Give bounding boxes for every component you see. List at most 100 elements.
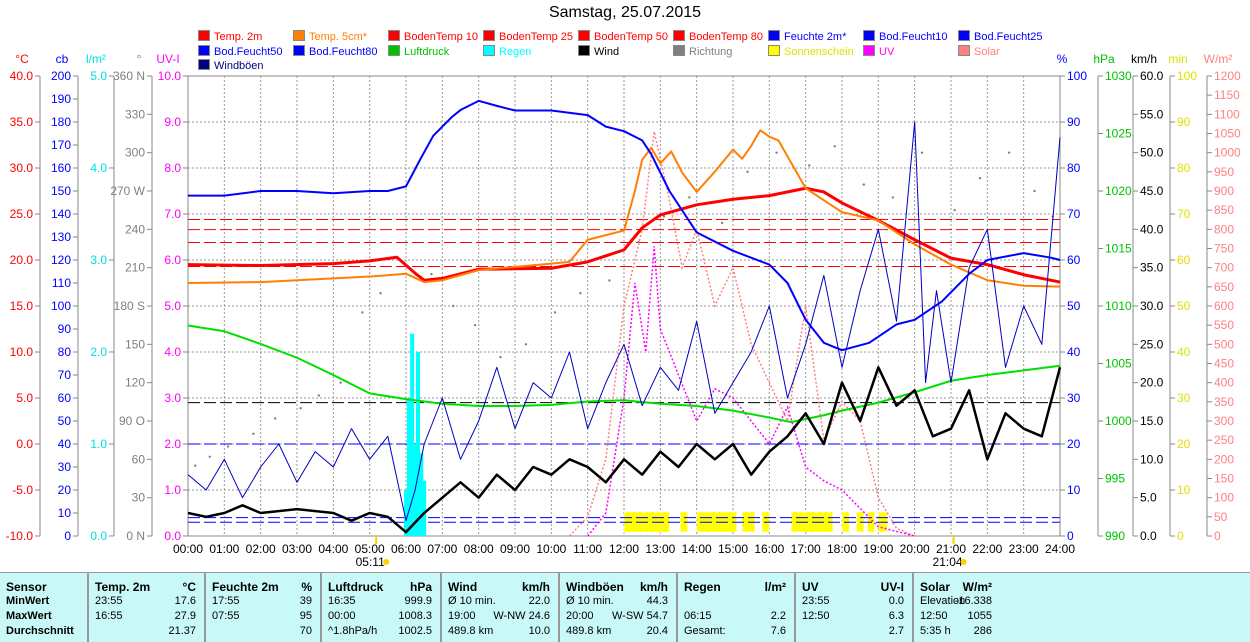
axis-tick-label: 1025: [1105, 127, 1132, 141]
sunset-label: 21:04: [933, 555, 963, 569]
axis-tick-label: 9.0: [164, 115, 181, 129]
stats-cell: hPa: [409, 580, 432, 594]
direction-dot: [430, 272, 433, 276]
axis-unit-label: km/h: [1131, 52, 1157, 66]
axis-tick-label: 350: [1214, 395, 1234, 409]
axis-unit-label: UV-I: [156, 52, 179, 66]
legend-item: Temp. 2m: [198, 30, 262, 43]
legend-label: Temp. 2m: [214, 31, 263, 43]
axis-tick-label: 90: [1177, 115, 1191, 129]
direction-dot: [608, 279, 611, 282]
stats-cell: Temp. 2m: [95, 580, 151, 594]
axis-tick-label: 70: [1067, 207, 1081, 221]
legend-item: Bod.Feucht10: [863, 30, 948, 43]
axis-tick-label: 40: [58, 437, 72, 451]
axis-tick-label: 50: [58, 414, 72, 428]
axis-tick-label: 60: [1177, 253, 1191, 267]
stats-header: Feuchte 2m%: [212, 580, 312, 595]
stats-cell: Ø 10 min.: [448, 595, 496, 607]
direction-dot: [1007, 151, 1011, 154]
stats-header: Windböen km/h: [566, 580, 668, 595]
stats-cell: 1055: [967, 610, 992, 622]
stats-cell: W/m²: [962, 580, 992, 594]
legend-swatch: [768, 44, 780, 56]
axis-tick-label: 120: [125, 376, 145, 390]
axis-tick-label: 1.0: [164, 483, 181, 497]
x-tick-label: 18:00: [827, 542, 857, 556]
legend-item: Bod.Feucht80: [293, 44, 378, 58]
stats-cell: Ø 10 min.: [566, 595, 614, 607]
axis-unit-label: l/m²: [86, 52, 106, 66]
axis-tick-label: 35.0: [10, 115, 34, 129]
axis-tick-label: 650: [1214, 280, 1234, 294]
legend-item: Bod.Feucht50: [198, 44, 283, 58]
axis-tick-label: 60: [58, 391, 72, 405]
stats-cell: 6.3: [888, 610, 904, 622]
stats-cell: Gesamt:: [684, 625, 726, 637]
legend-swatch: [863, 44, 875, 56]
axis-tick-label: 360 N: [113, 69, 145, 83]
axis-tick-label: 1000: [1214, 146, 1241, 160]
axis-tick-label: 20.0: [10, 253, 34, 267]
legend-label: Luftdruck: [404, 45, 450, 58]
stats-cell: 5:35 h: [920, 625, 951, 637]
axis-tick-label: 50: [1067, 299, 1081, 313]
stats-header: UV UV-I: [802, 580, 904, 595]
direction-dot: [339, 381, 342, 384]
x-tick-label: 13:00: [645, 542, 675, 556]
legend-label: Feuchte 2m*: [784, 31, 847, 43]
stats-cell: 16:55: [95, 610, 123, 622]
axis-tick-label: -10.0: [6, 529, 34, 543]
direction-dot: [553, 311, 557, 314]
legend-item: Solar: [958, 44, 1000, 58]
stats-cell: Elevation: [920, 595, 966, 607]
stats-cell: 27.9: [174, 610, 196, 622]
stats-block: Temp. 2m °C 23:55 17.6 16:55 27.9 21.37: [89, 573, 206, 642]
direction-dot: [862, 183, 865, 186]
x-tick-label: 08:00: [464, 542, 494, 556]
axis-tick-label: 60: [1067, 253, 1081, 267]
x-tick-label: 14:00: [682, 542, 712, 556]
legend-swatch: [198, 44, 210, 56]
direction-dot: [953, 208, 956, 212]
axis-tick-label: 0: [1177, 529, 1184, 543]
stats-header: Solar W/m²: [920, 580, 992, 595]
x-tick-label: 06:00: [391, 542, 421, 556]
stats-row: [684, 595, 786, 610]
axis-tick-label: 40: [1177, 345, 1191, 359]
axis-tick-label: 170: [51, 138, 71, 152]
rain-bar: [419, 453, 424, 536]
legend-item: Wind: [578, 44, 619, 58]
axis-tick-label: 1020: [1105, 184, 1132, 198]
stats-row: 20:00 W-SW 54.7: [566, 610, 668, 625]
axis-tick-label: 450: [1214, 357, 1234, 371]
axis-tick-label: 90: [1067, 115, 1081, 129]
stats-cell: °C: [182, 580, 196, 594]
axis-tick-label: 180: [51, 115, 71, 129]
axis-unit-label: °C: [15, 52, 29, 66]
stats-block: Solar W/m² Elevation -16.338 12:50 1055 5:35 h…: [914, 573, 1000, 642]
axis-tick-label: 190: [51, 92, 71, 106]
stats-row: 21.37: [95, 625, 196, 640]
stats-cell: 2.2: [770, 610, 786, 622]
axis-tick-label: 35.0: [1140, 261, 1164, 275]
axis-tick-label: 20: [1067, 437, 1081, 451]
stats-block: Wind km/h Ø 10 min. 22.0 19:00 W-NW 24.6 489.8…: [442, 573, 560, 642]
legend-swatch: [198, 59, 210, 70]
axis-tick-label: 70: [58, 368, 72, 382]
axis-tick-label: 40.0: [1140, 222, 1164, 236]
axis-tick-label: 2.0: [164, 437, 181, 451]
axis-tick-label: 15.0: [10, 299, 34, 313]
stats-cell: 999.9: [404, 595, 432, 607]
legend-label: Bod.Feucht80: [309, 45, 378, 58]
axis-unit-label: %: [1057, 52, 1068, 66]
axis-tick-label: 20.0: [1140, 376, 1164, 390]
axis-tick-label: 950: [1214, 165, 1234, 179]
legend-swatch: [578, 44, 590, 56]
axis-tick-label: 0.0: [16, 437, 33, 451]
axis-tick-label: 1200: [1214, 69, 1241, 83]
direction-dot: [978, 177, 982, 180]
axis-tick-label: 900: [1214, 184, 1234, 198]
axis-tick-label: 40.0: [10, 69, 34, 83]
axis-tick-label: 200: [51, 69, 71, 83]
